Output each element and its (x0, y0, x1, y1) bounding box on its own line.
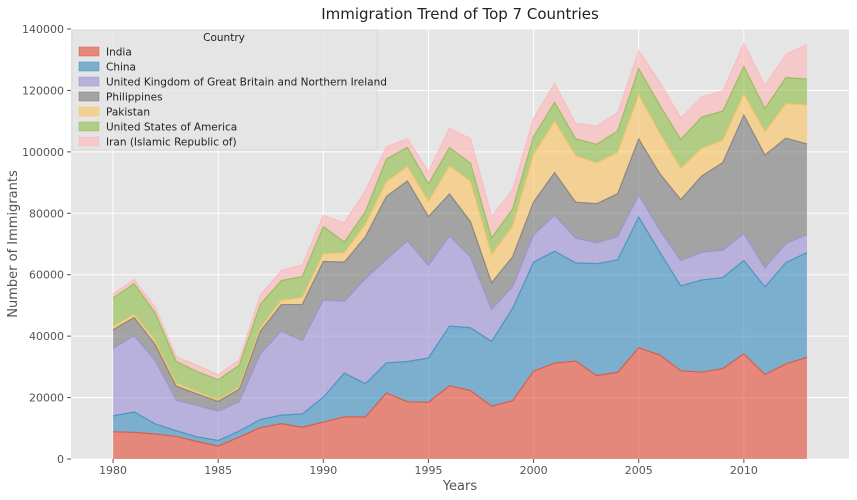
area-series-0 (113, 347, 807, 459)
y-tick-label: 120000 (22, 84, 64, 97)
line-series-2 (112, 193, 808, 412)
area-series-4 (113, 94, 807, 402)
y-tick-label: 100000 (22, 146, 64, 159)
area-series-6 (113, 43, 807, 380)
legend-label: United States of America (106, 122, 237, 134)
legend-swatch (78, 106, 100, 117)
series-lines (112, 42, 808, 447)
line-series-3 (112, 113, 808, 403)
legend-label: Iran (Islamic Republic of) (106, 137, 237, 149)
legend-label: United Kingdom of Great Britain and Nort… (106, 77, 387, 89)
x-tick-label: 1985 (204, 464, 232, 477)
stacked-areas (113, 43, 807, 459)
line-series-0 (113, 347, 808, 447)
y-axis-ticks: 0 20000 40000 60000 80000 100000 120000 140000 (22, 23, 71, 466)
x-tick-label: 2005 (625, 464, 653, 477)
y-axis-label: Number of Immigrants (6, 170, 21, 318)
x-axis-ticks: 1980 1985 1990 1995 2000 2005 2010 (99, 459, 758, 477)
line-series-4 (112, 92, 807, 401)
legend-swatch (78, 121, 100, 132)
legend-swatch (78, 136, 100, 147)
legend-swatch (78, 46, 100, 57)
legend-swatch (78, 61, 100, 72)
x-tick-label: 1980 (99, 464, 127, 477)
x-axis-label: Years (442, 479, 478, 494)
legend-frame (71, 29, 378, 151)
legend-label: India (106, 47, 132, 59)
area-series-5 (113, 66, 807, 400)
legend-swatch (78, 91, 100, 102)
y-tick-label: 140000 (22, 23, 64, 36)
y-tick-label: 40000 (29, 330, 64, 343)
line-series-5 (112, 65, 807, 381)
y-tick-label: 0 (57, 453, 64, 466)
legend-label: Pakistan (106, 107, 150, 119)
x-tick-label: 1990 (309, 464, 337, 477)
legend-label: Philippines (106, 92, 163, 104)
legend-title: Country (203, 32, 245, 44)
x-tick-label: 1995 (414, 464, 442, 477)
chart-title: Immigration Trend of Top 7 Countries (321, 5, 599, 23)
y-tick-label: 20000 (29, 392, 64, 405)
y-tick-label: 60000 (29, 269, 64, 282)
x-tick-label: 2010 (730, 464, 758, 477)
y-tick-label: 80000 (29, 207, 64, 220)
line-series-6 (112, 42, 808, 376)
area-series-1 (113, 216, 807, 447)
legend-label: China (106, 62, 136, 74)
x-tick-label: 2000 (520, 464, 548, 477)
legend-swatch (78, 76, 100, 87)
line-series-1 (112, 215, 808, 442)
legend: Country India China United Kingdom of Grea… (71, 29, 387, 151)
area-series-3 (113, 115, 807, 412)
area-series-2 (113, 194, 807, 441)
legend-items: India China United Kingdom of Great Britai… (78, 46, 387, 149)
